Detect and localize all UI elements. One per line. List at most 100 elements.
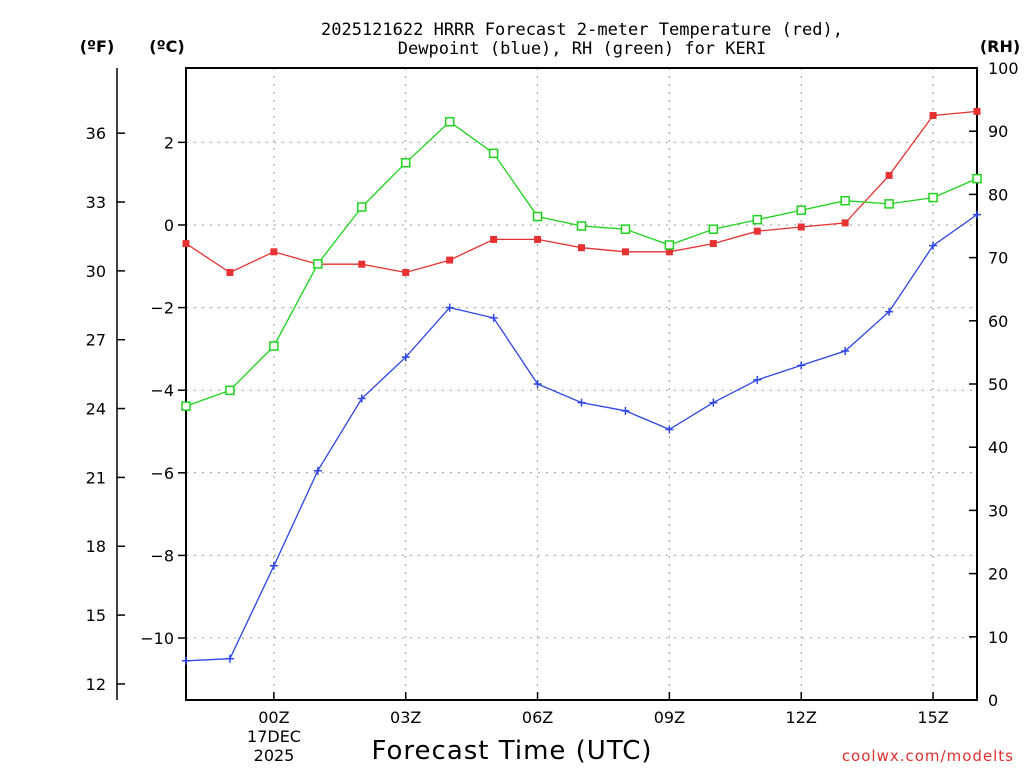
rh-tick-label: 90 [988,122,1008,141]
temperature-point [665,248,673,256]
x-axis-title: Forecast Time (UTC) [371,736,652,766]
celsius-tick-label: −8 [150,546,174,565]
temperature-point [578,244,585,252]
dewpoint-point [533,380,542,388]
temperature-point [446,256,454,264]
dewpoint-point [225,654,234,663]
rh-tick-label: 30 [988,501,1008,520]
rh-tick-label: 0 [988,691,998,710]
rh-point [620,224,631,234]
x-tick-label: 12Z [786,708,817,727]
plot-area-frame [185,67,978,701]
fahrenheit-tick-label: 24 [86,400,106,419]
dewpoint-point [885,307,894,316]
dewpoint-point [709,398,718,407]
fahrenheit-tick-label: 27 [86,331,106,350]
gridlines [186,68,977,700]
series-rh [181,116,982,411]
x-tick-label: 09Z [654,708,685,727]
temperature-point [402,268,410,276]
series-line-dewpoint [185,214,978,662]
rh-point [313,259,323,269]
dewpoint-point [577,398,586,407]
rh-point [708,224,719,234]
rh-point [840,195,850,206]
rh-point [400,158,411,168]
rh-tick-label: 20 [988,565,1008,584]
rh-point [884,199,894,209]
temperature-point [182,240,190,248]
rh-point [532,211,543,222]
fahrenheit-tick-label: 21 [86,468,106,487]
rh-point [972,173,982,184]
dewpoint-point [357,394,366,403]
dewpoint-point [621,406,630,415]
rh-point [269,341,279,351]
series-temperature [182,107,981,276]
fahrenheit-tick-label: 18 [86,537,106,556]
x-tick-label: 06Z [522,708,553,727]
celsius-tick-label: −10 [140,629,174,648]
temperature-point [270,248,278,256]
dewpoint-point [665,425,674,434]
dewpoint-point [929,241,938,250]
series-line-rh [185,120,978,407]
rh-point [444,116,455,127]
celsius-tick-label: 0 [164,216,174,235]
dewpoint-point [182,656,190,665]
rh-point [928,192,938,203]
series-layer [181,107,982,665]
rh-point [752,214,763,225]
rh-point [225,385,235,396]
dewpoint-point [841,346,850,355]
rh-point [357,202,367,212]
temperature-point [797,223,805,231]
rh-tick-label: 50 [988,375,1008,394]
celsius-tick-label: −4 [150,381,174,400]
dewpoint-point [753,375,762,384]
temperature-point [753,227,761,235]
temperature-point [534,235,542,243]
fahrenheit-tick-label: 33 [86,193,106,212]
dewpoint-point [797,361,806,370]
rh-tick-label: 60 [988,312,1008,331]
temperature-point [885,171,893,179]
rh-point [796,205,806,215]
rh-point [488,148,499,159]
temperature-point [709,240,717,248]
dewpoint-point [973,210,981,219]
temperature-point [973,107,981,115]
rh-tick-label: 70 [988,249,1008,268]
celsius-tick-label: −2 [150,299,174,318]
source-credit: coolwx.com/modelts [842,747,1014,765]
temperature-point [621,248,629,256]
temperature-point [841,219,849,227]
chart-title-line2: Dewpoint (blue), RH (green) for KERI [398,39,766,59]
rh-tick-label: 80 [988,185,1008,204]
rh-point [181,401,191,411]
fahrenheit-tick-label: 36 [86,124,106,143]
x-tick-label: 03Z [390,708,421,727]
temperature-point [490,235,498,243]
dewpoint-point [445,303,454,312]
chart-title-line1: 2025121622 HRRR Forecast 2-meter Tempera… [321,20,843,40]
celsius-unit-label: (ºC) [149,37,184,56]
dewpoint-point [401,353,410,362]
fahrenheit-tick-label: 12 [86,675,106,694]
temperature-point [929,112,937,120]
fahrenheit-tick-label: 15 [86,606,106,625]
celsius-tick-label: 2 [164,133,174,152]
rh-point [664,240,675,250]
rh-tick-label: 100 [988,59,1019,78]
x-tick-label: 15Z [917,708,948,727]
temperature-point [358,260,366,268]
temperature-point [226,268,234,276]
x-tick-label: 00Z [258,708,289,727]
fahrenheit-axis-ticks: 36 33 30 27 24 21 18 15 12 [86,124,125,694]
rh-tick-label: 40 [988,438,1008,457]
date-label-day: 17DEC [247,727,301,746]
rh-point [576,221,587,231]
fahrenheit-unit-label: (ºF) [80,37,115,56]
